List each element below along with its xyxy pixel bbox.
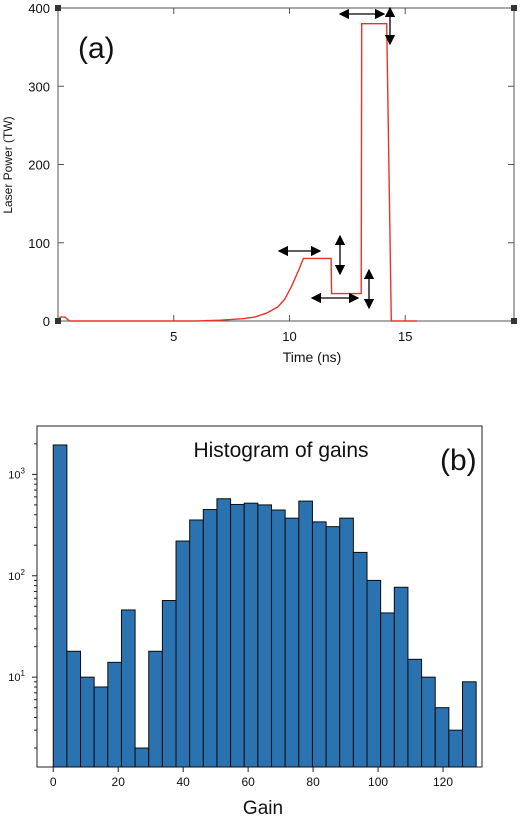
- x-tick-label-b: 120: [433, 775, 453, 789]
- histogram-bar: [107, 661, 122, 768]
- y-axis-label-a: Laser Power (TW): [1, 116, 15, 213]
- histogram-bar: [189, 519, 204, 768]
- histogram-bar: [202, 509, 218, 768]
- panel-label-b: (b): [440, 444, 477, 477]
- x-axis-label-a: Time (ns): [283, 349, 342, 365]
- histogram-bar: [80, 676, 95, 768]
- plot-frame-a: [57, 7, 515, 322]
- y-tick-label-b: 102: [8, 568, 25, 583]
- x-ticks-b: 0 20 40 60 80 100 120: [50, 767, 453, 789]
- histogram-bar: [175, 540, 191, 768]
- chart-title-b: Histogram of gains: [193, 439, 368, 462]
- x-tick-label-b: 40: [176, 775, 190, 789]
- histogram-bar: [339, 517, 354, 768]
- histogram-bar: [257, 504, 273, 768]
- y-ticks-b: 101 102 103: [8, 443, 37, 749]
- x-tick-label-b: 100: [368, 775, 388, 789]
- panel-a: 0 100 200 300 400 5 10 15 (a) Time (ns) Laser …: [1, 1, 517, 365]
- y-tick-label-a: 300: [28, 79, 50, 94]
- y-tick-label-a: 100: [28, 236, 50, 251]
- histogram-bar: [230, 503, 245, 768]
- histogram-bar: [407, 658, 423, 768]
- x-tick-label-b: 60: [241, 775, 255, 789]
- histogram-bar: [311, 521, 327, 768]
- x-tick-label-b: 80: [306, 775, 320, 789]
- histogram-bar: [148, 650, 163, 768]
- histogram-bar: [271, 509, 286, 768]
- x-tick-label-a: 15: [398, 329, 412, 344]
- histogram-bars: [52, 444, 477, 768]
- x-tick-label-b: 20: [112, 775, 126, 789]
- laser-power-line: [57, 23, 417, 322]
- x-axis-label-b: Gain: [243, 798, 283, 819]
- histogram-bar: [216, 498, 232, 768]
- panel-b: 101 102 103 0 20 40 60 80 100 120 Histogram of g…: [8, 425, 483, 819]
- histogram-bar: [120, 609, 136, 768]
- histogram-bar: [134, 747, 150, 768]
- histogram-bar: [52, 444, 68, 768]
- x-tick-label-a: 5: [170, 329, 177, 344]
- histogram-bar: [380, 612, 395, 768]
- histogram-bar: [66, 650, 82, 768]
- x-tick-label-b: 0: [50, 775, 57, 789]
- histogram-bar: [325, 526, 341, 768]
- panel-label-a: (a): [78, 32, 115, 65]
- corner-marker: [55, 318, 61, 324]
- annotation-arrows: [277, 6, 396, 310]
- histogram-bar: [161, 600, 177, 768]
- histogram-bar: [93, 686, 109, 768]
- y-tick-label-a: 200: [28, 158, 50, 173]
- histogram-bar: [284, 517, 300, 768]
- x-tick-label-a: 10: [282, 329, 296, 344]
- y-tick-label-b: 101: [8, 669, 25, 684]
- histogram-bar: [366, 579, 382, 768]
- y-tick-label-a: 0: [43, 314, 50, 329]
- corner-marker: [55, 5, 61, 11]
- histogram-bar: [298, 500, 313, 768]
- histogram-bar: [393, 586, 409, 768]
- corner-marker: [511, 5, 517, 11]
- y-ticks-a: 0 100 200 300 400: [28, 1, 514, 329]
- y-tick-label-b: 103: [8, 466, 25, 481]
- histogram-bar: [448, 729, 464, 768]
- histogram-bar: [434, 707, 450, 768]
- histogram-bar: [421, 676, 436, 768]
- histogram-bar: [352, 551, 368, 768]
- y-tick-label-a: 400: [28, 1, 50, 16]
- histogram-bar: [243, 502, 259, 768]
- corner-marker: [511, 318, 517, 324]
- x-ticks-a: 5 10 15: [170, 8, 412, 344]
- histogram-bar: [462, 681, 477, 768]
